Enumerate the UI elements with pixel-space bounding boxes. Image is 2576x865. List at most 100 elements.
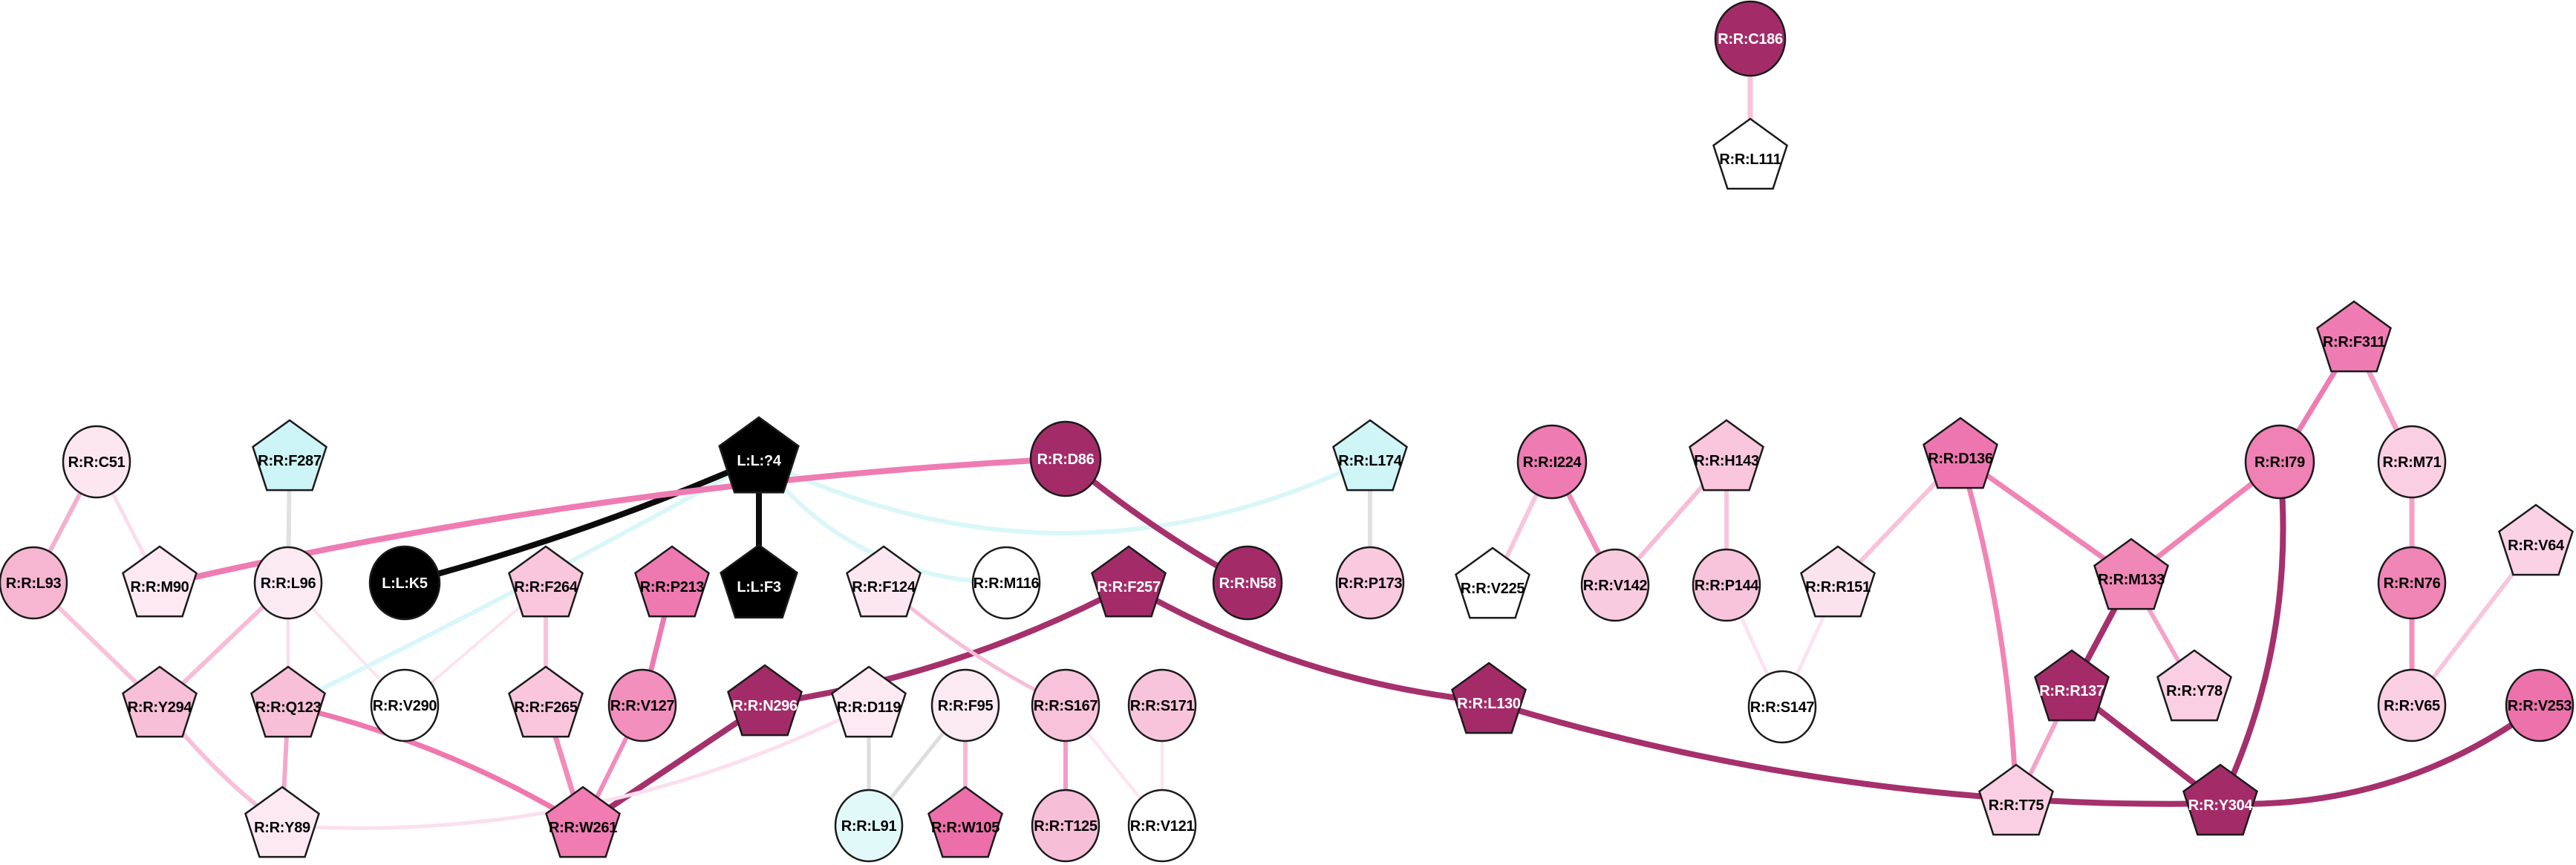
- residue-pentagon[interactable]: [2182, 763, 2258, 836]
- residue-circle[interactable]: [0, 546, 68, 620]
- node-r-r-p173[interactable]: R:R:P173: [1335, 546, 1405, 620]
- residue-circle[interactable]: [2377, 546, 2447, 620]
- node-r-r-s171[interactable]: R:R:S171: [1127, 668, 1197, 742]
- residue-pentagon[interactable]: [508, 665, 584, 738]
- node-r-r-v290[interactable]: R:R:V290: [370, 668, 440, 742]
- residue-pentagon[interactable]: [927, 786, 1003, 858]
- node-r-r-t75[interactable]: R:R:T75: [1978, 763, 2054, 836]
- node-r-r-w261[interactable]: R:R:W261: [545, 786, 621, 858]
- node-r-r-l91[interactable]: R:R:L91: [834, 789, 904, 863]
- residue-circle[interactable]: [368, 545, 441, 621]
- node-r-r-q123[interactable]: R:R:Q123: [250, 665, 326, 738]
- residue-pentagon[interactable]: [831, 665, 907, 738]
- residue-pentagon[interactable]: [1923, 417, 1998, 489]
- residue-pentagon[interactable]: [720, 544, 798, 618]
- node-r-r-f264[interactable]: R:R:F264: [508, 545, 584, 618]
- residue-circle[interactable]: [1127, 789, 1197, 863]
- node-r-r-l111[interactable]: R:R:L111: [1712, 117, 1788, 190]
- node-r-r-n58[interactable]: R:R:N58: [1212, 545, 1283, 621]
- residue-pentagon[interactable]: [1091, 545, 1167, 618]
- residue-pentagon[interactable]: [2034, 649, 2110, 722]
- node-r-r-i79[interactable]: R:R:I79: [2244, 424, 2315, 500]
- residue-circle[interactable]: [253, 546, 323, 620]
- node-r-r-w105[interactable]: R:R:W105: [927, 786, 1003, 858]
- residue-pentagon[interactable]: [1978, 763, 2054, 836]
- residue-circle[interactable]: [370, 668, 440, 742]
- residue-pentagon[interactable]: [2316, 300, 2392, 373]
- residue-circle[interactable]: [607, 668, 677, 742]
- node-r-r-f124[interactable]: R:R:F124: [846, 545, 922, 618]
- node-r-r-f257[interactable]: R:R:F257: [1091, 545, 1167, 618]
- residue-pentagon[interactable]: [545, 786, 621, 858]
- node-r-r-v127[interactable]: R:R:V127: [607, 668, 677, 742]
- node-r-r-y304[interactable]: R:R:Y304: [2182, 763, 2258, 836]
- residue-pentagon[interactable]: [250, 665, 326, 738]
- residue-pentagon[interactable]: [122, 665, 198, 738]
- residue-circle[interactable]: [834, 789, 904, 863]
- node-r-r-v64[interactable]: R:R:V64: [2498, 503, 2574, 576]
- residue-circle[interactable]: [1127, 668, 1197, 742]
- node-r-r-f95[interactable]: R:R:F95: [930, 668, 1000, 742]
- node-r-r-f265[interactable]: R:R:F265: [508, 665, 584, 738]
- residue-pentagon[interactable]: [508, 545, 584, 618]
- node-r-r-m116[interactable]: R:R:M116: [971, 546, 1041, 620]
- node-r-r-m90[interactable]: R:R:M90: [122, 545, 198, 618]
- node-r-r-d86[interactable]: R:R:D86: [1029, 420, 1102, 497]
- residue-circle[interactable]: [1031, 789, 1100, 863]
- residue-pentagon[interactable]: [252, 419, 327, 492]
- node-r-r-y294[interactable]: R:R:Y294: [122, 665, 198, 738]
- residue-circle[interactable]: [1335, 546, 1405, 620]
- residue-circle[interactable]: [1029, 420, 1102, 497]
- residue-circle[interactable]: [2377, 668, 2447, 742]
- node-r-r-v65[interactable]: R:R:V65: [2377, 668, 2447, 742]
- residue-pentagon[interactable]: [727, 664, 803, 737]
- residue-circle[interactable]: [62, 425, 131, 499]
- residue-circle[interactable]: [1580, 548, 1650, 622]
- residue-circle[interactable]: [971, 546, 1041, 620]
- node-r-r-v121[interactable]: R:R:V121: [1127, 789, 1197, 863]
- residue-pentagon[interactable]: [2498, 503, 2574, 576]
- residue-circle[interactable]: [1692, 548, 1761, 622]
- residue-circle[interactable]: [2505, 668, 2575, 742]
- residue-pentagon[interactable]: [1689, 419, 1764, 492]
- node-r-r-h143[interactable]: R:R:H143: [1689, 419, 1764, 492]
- node-r-r-d136[interactable]: R:R:D136: [1923, 417, 1998, 489]
- residue-circle[interactable]: [2244, 424, 2315, 500]
- node-l-l-4[interactable]: L:L:?4: [718, 416, 800, 494]
- residue-pentagon[interactable]: [634, 545, 710, 618]
- residue-pentagon[interactable]: [1332, 419, 1408, 492]
- node-r-r-v253[interactable]: R:R:V253: [2505, 668, 2575, 742]
- residue-pentagon[interactable]: [1712, 117, 1788, 190]
- node-r-r-l130[interactable]: R:R:L130: [1451, 662, 1527, 734]
- node-r-r-y89[interactable]: R:R:Y89: [244, 786, 320, 858]
- node-r-r-l174[interactable]: R:R:L174: [1332, 419, 1408, 492]
- residue-pentagon[interactable]: [122, 545, 198, 618]
- node-l-l-k5[interactable]: L:L:K5: [368, 545, 441, 621]
- residue-pentagon[interactable]: [718, 416, 800, 494]
- node-r-r-m71[interactable]: R:R:M71: [2377, 425, 2447, 499]
- node-r-r-c186[interactable]: R:R:C186: [1714, 0, 1787, 77]
- node-l-l-f3[interactable]: L:L:F3: [720, 544, 798, 618]
- node-r-r-s167[interactable]: R:R:S167: [1031, 668, 1100, 742]
- node-r-r-f287[interactable]: R:R:F287: [252, 419, 327, 492]
- residue-pentagon[interactable]: [1451, 662, 1527, 734]
- node-r-r-p213[interactable]: R:R:P213: [634, 545, 710, 618]
- residue-circle[interactable]: [1747, 670, 1817, 744]
- residue-pentagon[interactable]: [244, 786, 320, 858]
- node-r-r-t125[interactable]: R:R:T125: [1031, 789, 1100, 863]
- node-r-r-l93[interactable]: R:R:L93: [0, 546, 68, 620]
- node-r-r-m133[interactable]: R:R:M133: [2093, 538, 2169, 610]
- node-r-r-s147[interactable]: R:R:S147: [1747, 670, 1817, 744]
- residue-pentagon[interactable]: [1800, 545, 1876, 618]
- residue-circle[interactable]: [1031, 668, 1100, 742]
- residue-pentagon[interactable]: [2156, 649, 2232, 722]
- residue-circle[interactable]: [1212, 545, 1283, 621]
- node-r-r-v225[interactable]: R:R:V225: [1455, 546, 1530, 619]
- residue-circle[interactable]: [2377, 425, 2447, 499]
- residue-pentagon[interactable]: [1455, 546, 1530, 619]
- residue-pentagon[interactable]: [846, 545, 922, 618]
- residue-circle[interactable]: [1714, 0, 1787, 77]
- node-r-r-f311[interactable]: R:R:F311: [2316, 300, 2392, 373]
- node-r-r-l96[interactable]: R:R:L96: [253, 546, 323, 620]
- node-r-r-y78[interactable]: R:R:Y78: [2156, 649, 2232, 722]
